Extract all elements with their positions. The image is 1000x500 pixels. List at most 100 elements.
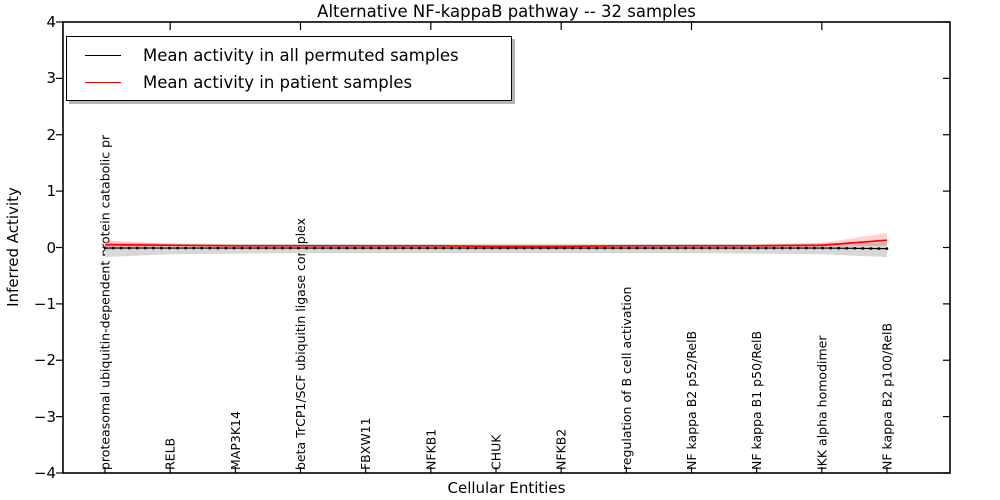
marker-dot bbox=[563, 246, 566, 250]
x-tick-label: regulation of B cell activation bbox=[619, 287, 634, 470]
marker-dot bbox=[587, 246, 590, 250]
marker-dot bbox=[789, 246, 792, 250]
marker-dot bbox=[257, 246, 260, 250]
marker-dot bbox=[498, 246, 502, 250]
marker-dot bbox=[692, 246, 695, 250]
x-tick-label: NF kappa B1 p50/RelB bbox=[749, 331, 764, 470]
marker-dot bbox=[756, 246, 760, 250]
legend: Mean activity in all permuted samples Me… bbox=[66, 36, 512, 101]
marker-dot bbox=[724, 246, 727, 250]
y-tick-label: 0 bbox=[46, 238, 56, 257]
marker-dot bbox=[700, 246, 703, 250]
marker-dot bbox=[224, 246, 228, 250]
legend-item-patient: Mean activity in patient samples bbox=[77, 71, 501, 93]
marker-dot bbox=[377, 246, 381, 250]
marker-dot bbox=[635, 246, 639, 250]
marker-dot bbox=[506, 246, 510, 250]
marker-dot bbox=[652, 246, 655, 250]
marker-dot bbox=[418, 246, 421, 250]
marker-dot bbox=[515, 246, 518, 250]
marker-dot bbox=[571, 246, 574, 250]
marker-dot bbox=[176, 246, 179, 250]
marker-dot bbox=[136, 246, 139, 250]
marker-dot bbox=[482, 246, 486, 250]
marker-dot bbox=[627, 246, 631, 250]
marker-dot bbox=[450, 246, 453, 250]
marker-dot bbox=[442, 246, 445, 250]
marker-dot bbox=[474, 246, 477, 250]
marker-dot bbox=[345, 246, 349, 250]
marker-dot bbox=[192, 246, 195, 250]
line-permuted bbox=[105, 247, 888, 250]
x-tick-label: FBXW11 bbox=[358, 417, 373, 470]
marker-dot bbox=[119, 246, 123, 250]
marker-dot bbox=[103, 246, 107, 250]
marker-dot bbox=[297, 246, 300, 250]
marker-dot bbox=[386, 246, 389, 250]
marker-dot bbox=[329, 246, 332, 250]
marker-dot bbox=[313, 246, 316, 250]
marker-dot bbox=[643, 246, 647, 250]
marker-dot bbox=[369, 246, 373, 250]
x-tick-label: MAP3K14 bbox=[228, 411, 243, 470]
marker-dot bbox=[410, 246, 413, 250]
y-tick-label: 1 bbox=[46, 182, 56, 201]
marker-dot bbox=[281, 246, 284, 250]
marker-dot bbox=[128, 246, 131, 250]
x-tick-label: CHUK bbox=[489, 434, 504, 470]
marker-dot bbox=[603, 246, 606, 250]
x-tick-label: NF kappa B2 p100/RelB bbox=[880, 323, 895, 470]
marker-dot bbox=[805, 246, 808, 250]
legend-line-permuted-icon bbox=[85, 54, 121, 56]
marker-dot bbox=[426, 246, 429, 250]
marker-dot bbox=[305, 246, 308, 250]
marker-dot bbox=[716, 246, 719, 250]
marker-dot bbox=[152, 246, 155, 250]
marker-dot bbox=[611, 246, 615, 250]
marker-dot bbox=[555, 246, 558, 250]
marker-dot bbox=[547, 246, 550, 250]
y-tick-label: 4 bbox=[46, 13, 56, 31]
x-tick-label: NFKB1 bbox=[423, 429, 438, 470]
x-tick-label: RELB bbox=[163, 438, 178, 470]
marker-dot bbox=[772, 246, 776, 250]
marker-dot bbox=[111, 246, 115, 250]
marker-dot bbox=[248, 246, 252, 250]
marker-dot bbox=[160, 246, 163, 250]
marker-dot bbox=[216, 246, 220, 250]
y-tick-label: −2 bbox=[33, 351, 56, 370]
marker-dot bbox=[861, 247, 864, 250]
marker-dot bbox=[845, 247, 848, 250]
marker-dot bbox=[531, 246, 534, 250]
marker-dot bbox=[877, 247, 881, 250]
marker-dot bbox=[208, 246, 211, 250]
x-tick-label: IKK alpha homodimer bbox=[814, 335, 829, 470]
marker-dot bbox=[748, 246, 752, 250]
marker-dot bbox=[781, 246, 784, 250]
marker-dot bbox=[740, 246, 744, 250]
marker-dot bbox=[434, 246, 437, 250]
marker-dot bbox=[764, 246, 768, 250]
legend-label-patient: Mean activity in patient samples bbox=[143, 72, 413, 92]
marker-dot bbox=[595, 246, 598, 250]
marker-dot bbox=[869, 247, 873, 250]
marker-dot bbox=[539, 246, 542, 250]
marker-dot bbox=[184, 246, 187, 250]
marker-dot bbox=[676, 246, 679, 250]
marker-dot bbox=[668, 246, 671, 250]
marker-dot bbox=[523, 246, 526, 250]
marker-dot bbox=[337, 246, 340, 250]
y-tick-label: 3 bbox=[46, 69, 56, 88]
marker-dot bbox=[684, 246, 687, 250]
chart-title: Alternative NF-kappaB pathway -- 32 samp… bbox=[317, 2, 696, 21]
marker-dot bbox=[265, 246, 268, 250]
marker-dot bbox=[466, 246, 469, 250]
marker-dot bbox=[490, 246, 494, 250]
marker-dot bbox=[885, 247, 889, 250]
y-tick-label: −1 bbox=[33, 294, 56, 313]
x-axis-label: Cellular Entities bbox=[447, 479, 566, 497]
marker-dot bbox=[402, 246, 405, 250]
y-tick-label: −3 bbox=[33, 407, 56, 426]
